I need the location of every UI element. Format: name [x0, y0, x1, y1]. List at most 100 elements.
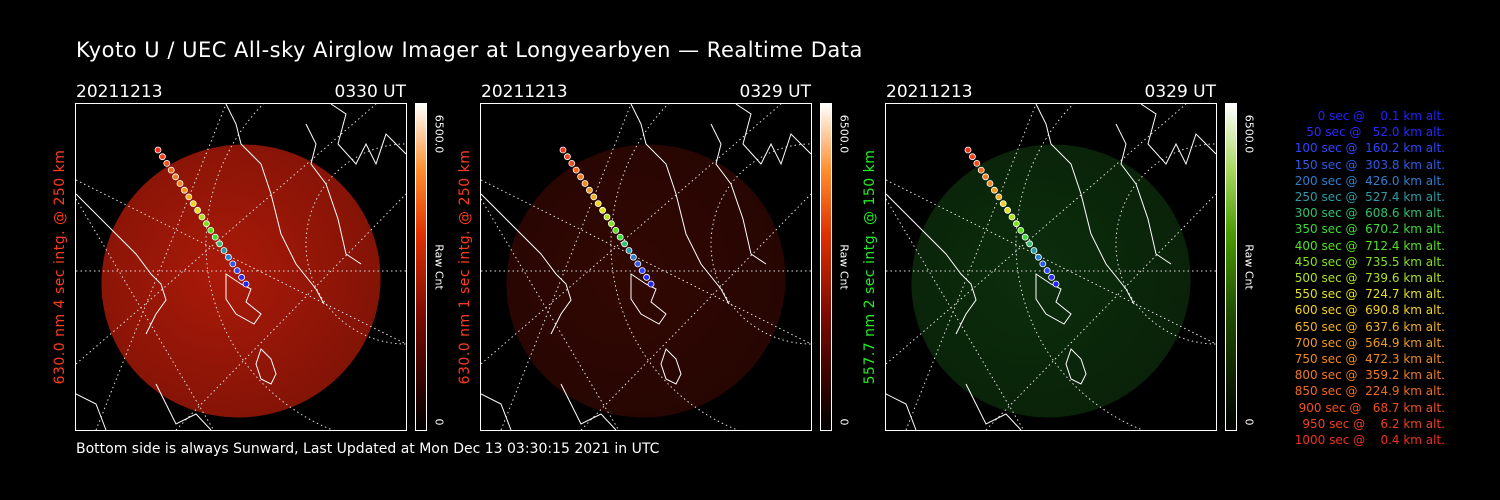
coastline — [630, 104, 730, 305]
trajectory-point — [621, 240, 629, 248]
trajectory-point — [181, 186, 188, 194]
grid-line — [481, 104, 782, 365]
coastline — [330, 104, 406, 166]
colorbar-unit: Raw Cnt — [432, 244, 446, 290]
legend-row: 50 sec @ 52.0 km alt. — [1298, 125, 1445, 140]
legend-row: 100 sec @ 160.2 km alt. — [1290, 141, 1445, 156]
panel-date: 20211213 — [481, 82, 568, 102]
coastline — [710, 123, 767, 265]
coastline — [481, 193, 572, 335]
colorbar — [820, 103, 832, 431]
coastline — [886, 393, 917, 430]
allsky-image — [480, 103, 812, 431]
coastline — [1140, 104, 1216, 166]
trajectory-point — [969, 153, 976, 161]
trajectory-point — [634, 260, 642, 268]
coastline — [305, 123, 362, 265]
grid-line — [481, 198, 620, 430]
trajectory-point — [1043, 267, 1051, 275]
panel-time: 0329 UT — [1144, 82, 1217, 102]
trajectory-point — [1008, 213, 1016, 221]
trajectory-point — [607, 220, 615, 228]
coastline — [1065, 348, 1087, 385]
legend-row: 550 sec @ 724.7 km alt. — [1290, 287, 1445, 302]
trajectory-point — [982, 173, 989, 181]
trajectory-point — [616, 233, 624, 241]
trajectory-point — [238, 273, 246, 281]
image-panel-3: 20211213 0329 UT 557.7 nm 2 sec intg. @ … — [862, 80, 1256, 431]
trajectory-point — [189, 200, 197, 207]
legend-row: 0 sec @ 0.1 km alt. — [1306, 109, 1445, 123]
colorbar-min: 0 — [432, 418, 446, 426]
panel-time: 0329 UT — [739, 82, 812, 102]
trajectory-point — [594, 200, 602, 207]
trajectory-point — [1021, 233, 1029, 241]
panel-wavelength-label: 557.7 nm 2 sec intg. @ 150 km — [858, 104, 882, 430]
coastline — [1115, 123, 1172, 265]
trajectory-point — [163, 160, 171, 167]
grid-line — [76, 198, 215, 430]
trajectory-point — [202, 220, 210, 228]
trajectory-point — [577, 173, 584, 181]
colorbar-max: 6500.0 — [1242, 114, 1256, 154]
trajectory-point — [1030, 247, 1038, 254]
grid-line — [175, 193, 406, 430]
coastline — [965, 383, 1022, 430]
trajectory-point — [211, 233, 219, 241]
trajectory-point — [647, 280, 655, 288]
legend-row: 250 sec @ 527.4 km alt. — [1290, 190, 1445, 205]
airglow-region — [101, 144, 381, 418]
trajectory-point — [643, 273, 651, 281]
coastline — [735, 104, 811, 166]
colorbar-min: 0 — [1242, 418, 1256, 426]
grid-line — [76, 104, 377, 365]
allsky-image — [885, 103, 1217, 431]
colorbar-labels: 6500.0 Raw Cnt 0 — [837, 104, 851, 430]
legend-row: 900 sec @ 68.7 km alt. — [1294, 400, 1445, 415]
legend-row: 750 sec @ 472.3 km alt. — [1290, 352, 1445, 367]
grid-line — [985, 193, 1216, 430]
trajectory-point — [207, 227, 215, 234]
trajectory-point — [1004, 206, 1011, 214]
trajectory-point — [233, 267, 241, 275]
image-panel-1: 20211213 0330 UT 630.0 nm 4 sec intg. @ … — [52, 80, 446, 431]
trajectory-point — [1026, 240, 1034, 248]
coastline — [886, 193, 977, 335]
grid-line — [886, 198, 1025, 430]
trajectory-point — [1017, 227, 1025, 234]
legend-row: 350 sec @ 670.2 km alt. — [1290, 222, 1445, 237]
trajectory-point — [198, 213, 206, 221]
grid-line — [481, 179, 811, 345]
trajectory-point — [590, 193, 598, 201]
coastline — [255, 348, 277, 385]
trajectory-point — [586, 186, 593, 194]
trajectory-point — [603, 213, 611, 221]
trajectory-point — [242, 280, 250, 288]
airglow-region — [506, 144, 786, 418]
trajectory-point — [638, 267, 646, 275]
coastline — [660, 348, 682, 385]
panel-wavelength-label: 630.0 nm 4 sec intg. @ 250 km — [48, 104, 72, 430]
trajectory-point — [154, 146, 162, 154]
colorbar-max: 6500.0 — [837, 114, 851, 154]
trajectory-point — [220, 247, 228, 254]
coastline — [155, 383, 212, 430]
coastline — [481, 393, 512, 430]
coastline — [1035, 104, 1135, 305]
colorbar-unit: Raw Cnt — [1242, 244, 1256, 290]
trajectory-point — [216, 240, 224, 248]
colorbar-unit: Raw Cnt — [837, 244, 851, 290]
trajectory-point — [991, 186, 998, 194]
legend-row: 850 sec @ 224.9 km alt. — [1290, 384, 1445, 399]
legend-row: 950 sec @ 6.2 km alt. — [1298, 416, 1445, 431]
trajectory-point — [986, 180, 994, 187]
grid-line — [76, 179, 406, 345]
legend-row: 450 sec @ 735.5 km alt. — [1290, 254, 1445, 269]
coastline — [225, 104, 325, 305]
trajectory-point — [172, 173, 179, 181]
trajectory-point — [625, 247, 633, 254]
trajectory-point — [964, 146, 972, 154]
legend-row: 300 sec @ 608.6 km alt. — [1290, 206, 1445, 221]
grid-line — [580, 193, 811, 430]
image-panel-2: 20211213 0329 UT 630.0 nm 1 sec intg. @ … — [457, 80, 851, 431]
